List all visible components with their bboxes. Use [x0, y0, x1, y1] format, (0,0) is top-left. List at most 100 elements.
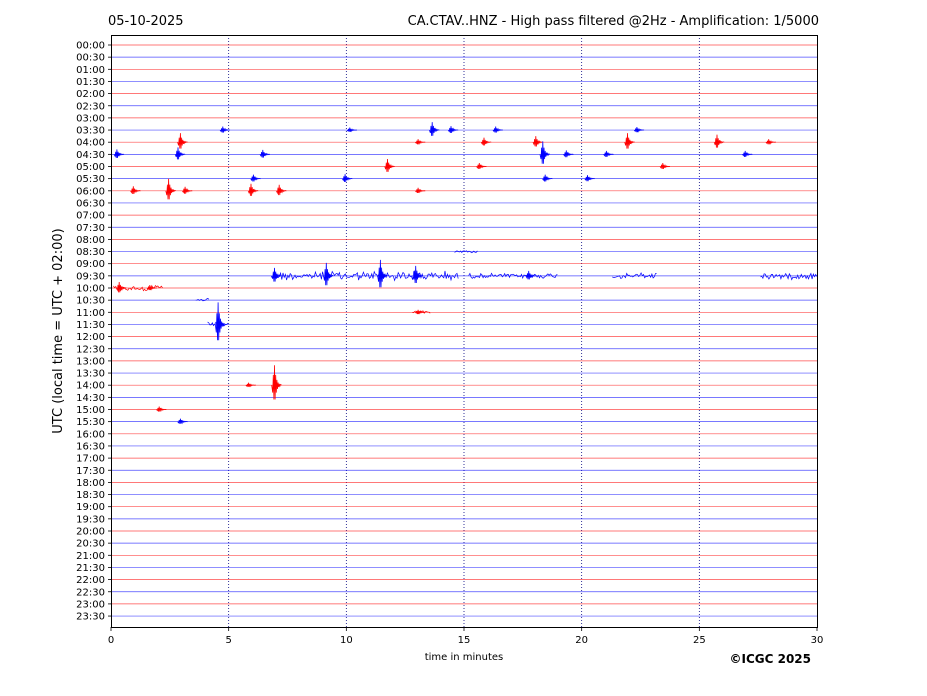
seismic-event	[415, 187, 426, 194]
seismic-event	[113, 149, 125, 158]
x-tick-label: 0	[108, 635, 114, 646]
seismic-event	[476, 162, 487, 170]
y-tick-label: 08:30	[76, 247, 105, 258]
seismic-event	[633, 127, 645, 133]
y-tick-label: 20:30	[76, 539, 105, 550]
seismic-event	[742, 150, 753, 157]
seismic-traces	[111, 44, 818, 617]
seismic-event	[245, 382, 256, 388]
seismic-event	[415, 139, 426, 145]
seismic-event	[525, 270, 536, 280]
y-tick-label: 15:30	[76, 417, 105, 428]
y-tick-label: 16:00	[76, 429, 105, 440]
y-tick-label: 04:00	[76, 138, 105, 149]
seismic-event	[165, 178, 176, 200]
seismic-event	[563, 150, 574, 158]
plot-frame	[111, 35, 818, 628]
chart-date: 05-10-2025	[108, 14, 184, 29]
seismic-event	[177, 133, 188, 149]
seismic-event	[412, 265, 424, 284]
y-tick-label: 12:30	[76, 344, 105, 355]
y-tick-label: 18:30	[76, 490, 105, 501]
y-tick-label: 16:30	[76, 441, 105, 452]
seismic-event	[584, 175, 595, 182]
y-tick-label: 02:30	[76, 101, 105, 112]
seismic-event	[156, 406, 167, 413]
y-tick-label: 08:00	[76, 235, 105, 246]
seismic-event	[247, 183, 259, 196]
seismic-event	[174, 147, 186, 160]
seismic-event	[214, 302, 226, 341]
seismic-event	[116, 281, 127, 293]
seismic-event	[603, 150, 614, 157]
seismic-event	[341, 174, 353, 182]
y-tick-label: 09:30	[76, 271, 105, 282]
y-tick-label: 00:30	[76, 53, 105, 64]
trace-noise-segment	[760, 272, 818, 281]
y-tick-label: 06:30	[76, 198, 105, 209]
seismic-event	[177, 418, 188, 425]
y-tick-label: 02:00	[76, 89, 105, 100]
y-tick-label: 07:30	[76, 223, 105, 234]
trace-noise-segment	[270, 270, 459, 282]
seismic-event	[713, 134, 725, 148]
y-tick-label: 13:00	[76, 356, 105, 367]
seismic-event	[276, 184, 287, 196]
y-tick-label: 01:30	[76, 77, 105, 88]
x-axis-ticks: 0 5 10 15 20 25 30	[108, 627, 823, 646]
y-tick-label: 00:00	[76, 41, 105, 52]
y-tick-label: 11:00	[76, 308, 105, 319]
seismic-event	[447, 126, 459, 133]
trace-noise-segment	[454, 250, 478, 254]
y-tick-label: 14:30	[76, 393, 105, 404]
seismic-event	[130, 186, 141, 195]
y-tick-label: 07:00	[76, 211, 105, 222]
seismic-event	[539, 141, 551, 164]
y-tick-label: 15:00	[76, 405, 105, 416]
vertical-gridlines	[228, 35, 700, 627]
y-tick-label: 10:00	[76, 284, 105, 295]
seismic-event	[271, 365, 282, 400]
x-tick-label: 20	[575, 635, 588, 646]
seismic-event	[250, 174, 261, 182]
y-tick-label: 05:30	[76, 174, 105, 185]
y-tick-label: 13:30	[76, 369, 105, 380]
y-tick-label: 23:30	[76, 612, 105, 623]
x-tick-label: 5	[225, 635, 231, 646]
y-tick-label: 11:30	[76, 320, 105, 331]
seismic-event	[542, 174, 553, 182]
y-tick-label: 01:00	[76, 65, 105, 76]
y-tick-label: 06:00	[76, 186, 105, 197]
y-tick-label: 05:00	[76, 162, 105, 173]
seismic-event	[480, 137, 492, 146]
seismic-event	[429, 122, 440, 136]
seismic-event	[377, 259, 388, 288]
seismic-event	[384, 158, 395, 172]
y-tick-label: 12:00	[76, 332, 105, 343]
y-tick-label: 22:30	[76, 587, 105, 598]
x-axis-label: time in minutes	[425, 652, 504, 663]
x-tick-label: 15	[458, 635, 471, 646]
seismic-event	[181, 186, 193, 194]
chart-title: CA.CTAV..HNZ - High pass filtered @2Hz -…	[408, 14, 819, 29]
y-axis-label: UTC (local time = UTC + 02:00)	[51, 228, 66, 433]
y-tick-label: 18:00	[76, 478, 105, 489]
seismic-event	[492, 126, 503, 133]
y-tick-label: 10:30	[76, 296, 105, 307]
seismic-event	[323, 262, 334, 286]
y-tick-label: 14:00	[76, 381, 105, 392]
trace-noise-segment	[612, 272, 657, 279]
copyright-notice: ©ICGC 2025	[729, 652, 811, 666]
seismic-event	[765, 139, 776, 145]
x-tick-label: 25	[693, 635, 706, 646]
seismic-event	[659, 162, 671, 170]
seismic-event	[346, 127, 358, 133]
y-tick-label: 23:00	[76, 599, 105, 610]
y-tick-label: 22:00	[76, 575, 105, 586]
y-tick-label: 04:30	[76, 150, 105, 161]
y-tick-label: 17:00	[76, 454, 105, 465]
trace-noise-segment	[195, 297, 210, 302]
seismic-event	[532, 136, 544, 147]
